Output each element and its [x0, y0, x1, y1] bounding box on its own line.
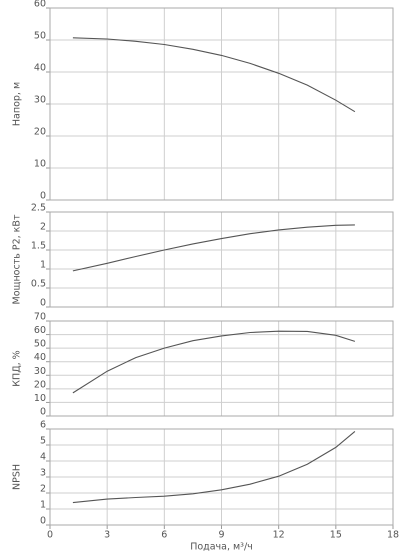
x-axis-label: Подача, м³/ч	[190, 542, 253, 553]
y-tick-label: 1	[40, 260, 46, 271]
x-tick-label: 12	[273, 530, 285, 541]
y-tick-label: 10	[34, 393, 46, 404]
y-tick-label: 1.5	[31, 241, 46, 252]
plot-frame	[49, 211, 394, 308]
y-tick-label: 0	[40, 407, 46, 418]
y-tick-label: 10	[34, 159, 46, 170]
x-tick-label: 18	[387, 530, 399, 541]
x-tick-label: 3	[104, 530, 110, 541]
y-tick-label: 60	[34, 0, 46, 10]
y-tick-label: 30	[34, 95, 46, 106]
y-tick-label: 20	[34, 379, 46, 390]
y-tick-label: 60	[34, 325, 46, 336]
y-tick-label: 3	[40, 468, 46, 479]
y-tick-label: 0	[40, 298, 46, 309]
y-tick-label: 2.5	[31, 203, 46, 214]
x-tick-label: 9	[218, 530, 224, 541]
curve	[72, 37, 356, 113]
x-tick-label: 0	[47, 530, 53, 541]
y-axis-label: Мощность P2, кВт	[12, 214, 23, 304]
y-tick-label: 0.5	[31, 279, 46, 290]
y-tick-label: 5	[40, 436, 46, 447]
y-tick-label: 0	[40, 516, 46, 527]
y-tick-label: 20	[34, 127, 46, 138]
x-tick-label: 6	[161, 530, 167, 541]
y-tick-label: 50	[34, 31, 46, 42]
curve	[72, 224, 355, 272]
curve	[72, 330, 356, 394]
y-tick-label: 70	[34, 312, 46, 323]
y-tick-label: 40	[34, 352, 46, 363]
y-tick-label: 30	[34, 366, 46, 377]
y-tick-label: 4	[40, 452, 46, 463]
y-axis-label: КПД, %	[12, 350, 23, 386]
x-tick-label: 15	[330, 530, 342, 541]
y-axis-label: NPSH	[12, 464, 23, 490]
y-tick-label: 0	[40, 191, 46, 202]
y-axis-label: Напор, м	[12, 82, 23, 126]
y-tick-label: 2	[40, 484, 46, 495]
y-tick-label: 40	[34, 63, 46, 74]
plot-frame	[49, 428, 394, 526]
curve	[72, 430, 356, 504]
plot-frame	[49, 320, 394, 417]
y-tick-label: 2	[40, 222, 46, 233]
y-tick-label: 50	[34, 339, 46, 350]
plot-frame	[49, 7, 394, 201]
y-tick-label: 6	[40, 420, 46, 431]
y-tick-label: 1	[40, 500, 46, 511]
